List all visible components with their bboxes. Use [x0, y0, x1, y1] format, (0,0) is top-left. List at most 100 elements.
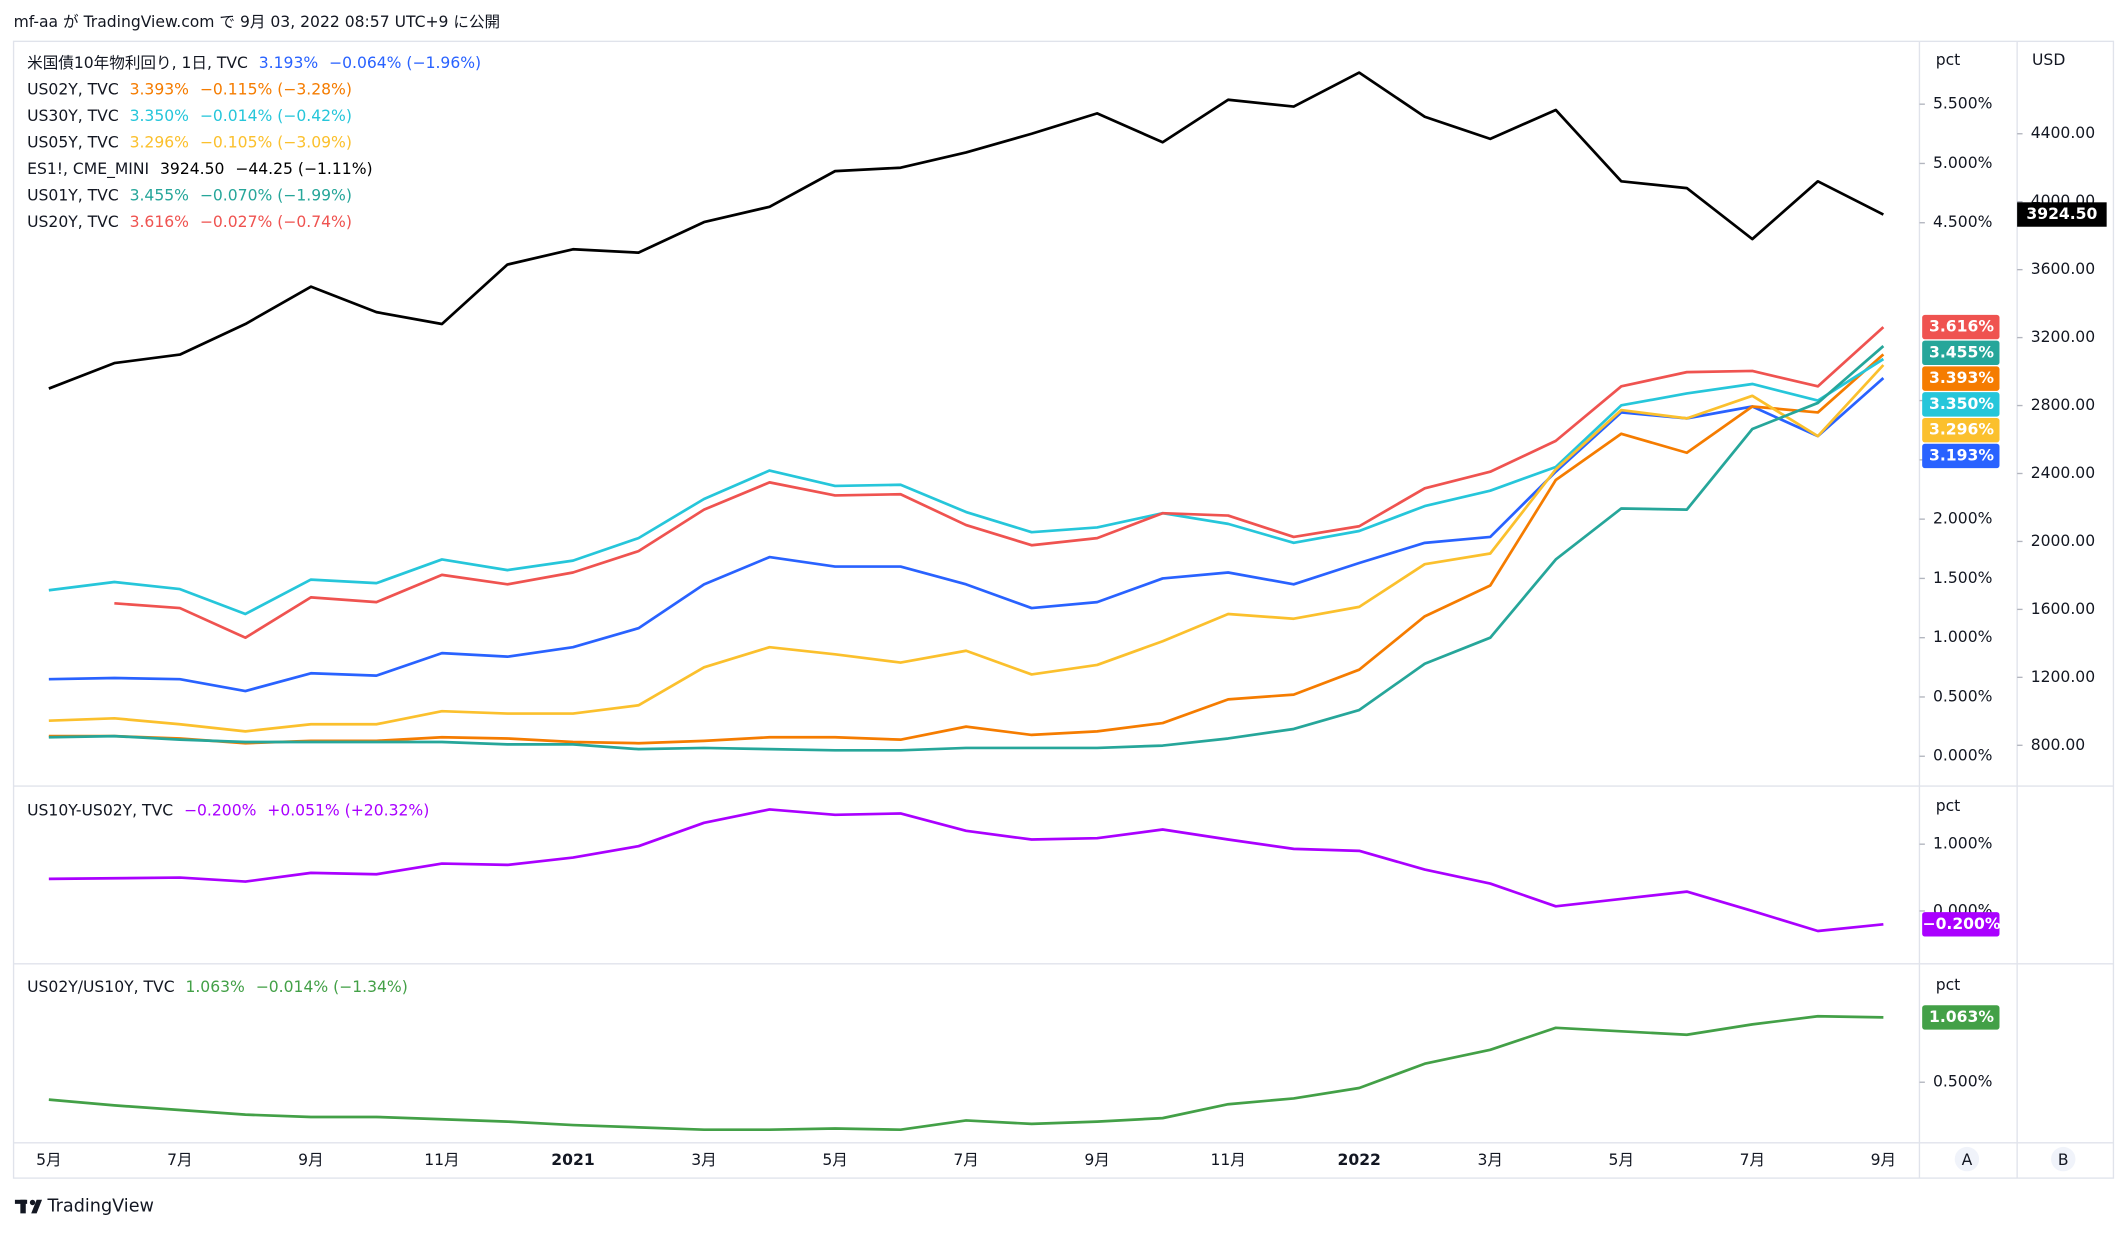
y-tick-label: 1.000%	[1933, 628, 1992, 646]
last-value-tag	[1922, 1005, 2000, 1030]
axis-unit: pct	[1936, 51, 1961, 69]
series-line	[48, 357, 1885, 616]
series-line	[48, 364, 1885, 733]
y-tick-label: 0.500%	[1933, 1073, 1992, 1091]
y-tick-label: 2.000%	[1933, 510, 1992, 528]
y2-tick-label: 800.00	[2031, 736, 2086, 754]
legend-name: US30Y, TVC	[27, 106, 119, 124]
last-value-label: −0.200%	[1923, 915, 2001, 933]
y2-tick-label: 2000.00	[2031, 532, 2095, 550]
last-value-label: 3.616%	[1929, 318, 1994, 336]
legend-name: ES1!, CME_MINI	[27, 159, 149, 178]
x-tick-label: 3月	[691, 1151, 717, 1169]
series-line	[48, 71, 1884, 390]
legend-name: US01Y, TVC	[27, 186, 119, 204]
legend-change: −0.070% (−1.99%)	[200, 186, 352, 204]
axis-unit: USD	[2032, 51, 2065, 69]
legend-name: 米国債10年物利回り, 1日, TVC	[27, 54, 248, 72]
publish-header: mf-aa が TradingView.com で 9月 03, 2022 08…	[14, 13, 501, 31]
legend-name: US20Y, TVC	[27, 212, 119, 230]
last-value-label: 3.193%	[1929, 446, 1994, 464]
last-value-label: 3924.50	[2026, 205, 2097, 223]
last-value-tag	[1922, 443, 2000, 469]
legend-last: 3924.50	[160, 159, 224, 177]
axis-unit: pct	[1936, 976, 1961, 994]
legend-entry: US10Y-US02Y, TVC −0.200% +0.051% (+20.32%)	[27, 801, 429, 819]
y-tick-label: 0.500%	[1933, 687, 1992, 705]
x-tick-label: 7月	[953, 1151, 979, 1169]
legend-last: 3.393%	[130, 80, 189, 98]
x-tick-label: 5月	[822, 1151, 847, 1169]
x-tick-label: 11月	[1210, 1151, 1245, 1169]
legend-change: −0.014% (−1.34%)	[256, 977, 408, 995]
legend-last: −0.200%	[184, 801, 256, 819]
y2-tick-label: 1600.00	[2031, 600, 2095, 618]
series-line	[48, 808, 1884, 933]
last-value-tag	[1922, 912, 2000, 937]
y-tick-label: 1.500%	[1933, 569, 1992, 587]
legend-entry: US05Y, TVC 3.296% −0.105% (−3.09%)	[27, 133, 352, 151]
legend-last: 3.193%	[259, 54, 318, 72]
x-tick-label: 9月	[1084, 1151, 1110, 1169]
frame	[12, 40, 2115, 1179]
scale-b-label[interactable]: B	[2058, 1151, 2069, 1169]
legend-last: 3.296%	[130, 133, 189, 151]
axis-unit: pct	[1936, 797, 1961, 815]
legend-last: 3.350%	[130, 106, 189, 124]
last-value-tag	[1922, 392, 2000, 417]
legend-last: 3.616%	[130, 212, 189, 230]
legend-change: −0.027% (−0.74%)	[200, 212, 352, 230]
last-value-label: 3.393%	[1929, 369, 1994, 387]
last-value-label: 3.296%	[1929, 421, 1994, 439]
last-value-tag	[2017, 202, 2107, 227]
scale-b-button[interactable]	[2051, 1146, 2076, 1172]
legend-entry: 米国債10年物利回り, 1日, TVC 3.193% −0.064% (−1.96%…	[27, 54, 481, 72]
y2-tick-label: 3600.00	[2031, 260, 2095, 278]
legend-entry: US01Y, TVC 3.455% −0.070% (−1.99%)	[27, 186, 352, 204]
last-value-label: 1.063%	[1929, 1008, 1994, 1026]
legend-entry: US20Y, TVC 3.616% −0.027% (−0.74%)	[27, 212, 352, 230]
x-tick-label: 9月	[298, 1151, 324, 1169]
last-value-label: 3.350%	[1929, 395, 1994, 413]
legend-last: 3.455%	[130, 186, 189, 204]
series-line	[48, 345, 1885, 752]
legend-change: −0.115% (−3.28%)	[200, 80, 352, 98]
y2-tick-label: 3200.00	[2031, 328, 2095, 346]
y2-tick-label: 2400.00	[2031, 464, 2095, 482]
legend-entry: US02Y/US10Y, TVC 1.063% −0.014% (−1.34%)	[27, 977, 408, 995]
legend-change: −0.105% (−3.09%)	[200, 133, 352, 151]
last-value-tag	[1922, 417, 2000, 443]
series-line	[114, 326, 1885, 640]
legend-change: +0.051% (+20.32%)	[267, 801, 429, 819]
series-line	[48, 1014, 1884, 1132]
x-tick-label: 7月	[167, 1151, 193, 1169]
y-tick-label: 1.000%	[1933, 835, 1992, 853]
legend-change: −0.064% (−1.96%)	[329, 54, 481, 72]
legend-entry: US02Y, TVC 3.393% −0.115% (−3.28%)	[27, 80, 352, 98]
auto-scale-button[interactable]	[1954, 1146, 1980, 1172]
last-value-tag	[1922, 314, 2000, 340]
legend-entry: ES1!, CME_MINI 3924.50 −44.25 (−1.11%)	[27, 159, 372, 178]
x-tick-label: 5月	[36, 1151, 62, 1169]
last-value-tag	[1922, 366, 2000, 391]
legend-name: US02Y/US10Y, TVC	[27, 977, 175, 995]
x-tick-label: 7月	[1740, 1151, 1766, 1169]
x-tick-label: 3月	[1478, 1151, 1504, 1169]
series-line	[48, 377, 1885, 693]
auto-scale-label[interactable]: A	[1962, 1151, 1973, 1169]
legend-last: 1.063%	[185, 977, 244, 995]
legend-change: −0.014% (−0.42%)	[200, 106, 352, 124]
x-tick-label: 2021	[551, 1151, 594, 1169]
x-tick-label: 11月	[424, 1151, 459, 1169]
y-tick-label: 5.500%	[1933, 95, 1992, 113]
last-value-tag	[1922, 340, 2000, 366]
y2-tick-label: 4400.00	[2031, 124, 2095, 142]
y2-tick-label: 2800.00	[2031, 396, 2095, 414]
last-value-label: 3.455%	[1929, 343, 1994, 361]
legend-name: US05Y, TVC	[27, 133, 119, 151]
legend-name: US02Y, TVC	[27, 80, 119, 98]
legend-change: −44.25 (−1.11%)	[235, 159, 372, 177]
x-tick-label: 2022	[1338, 1151, 1381, 1169]
